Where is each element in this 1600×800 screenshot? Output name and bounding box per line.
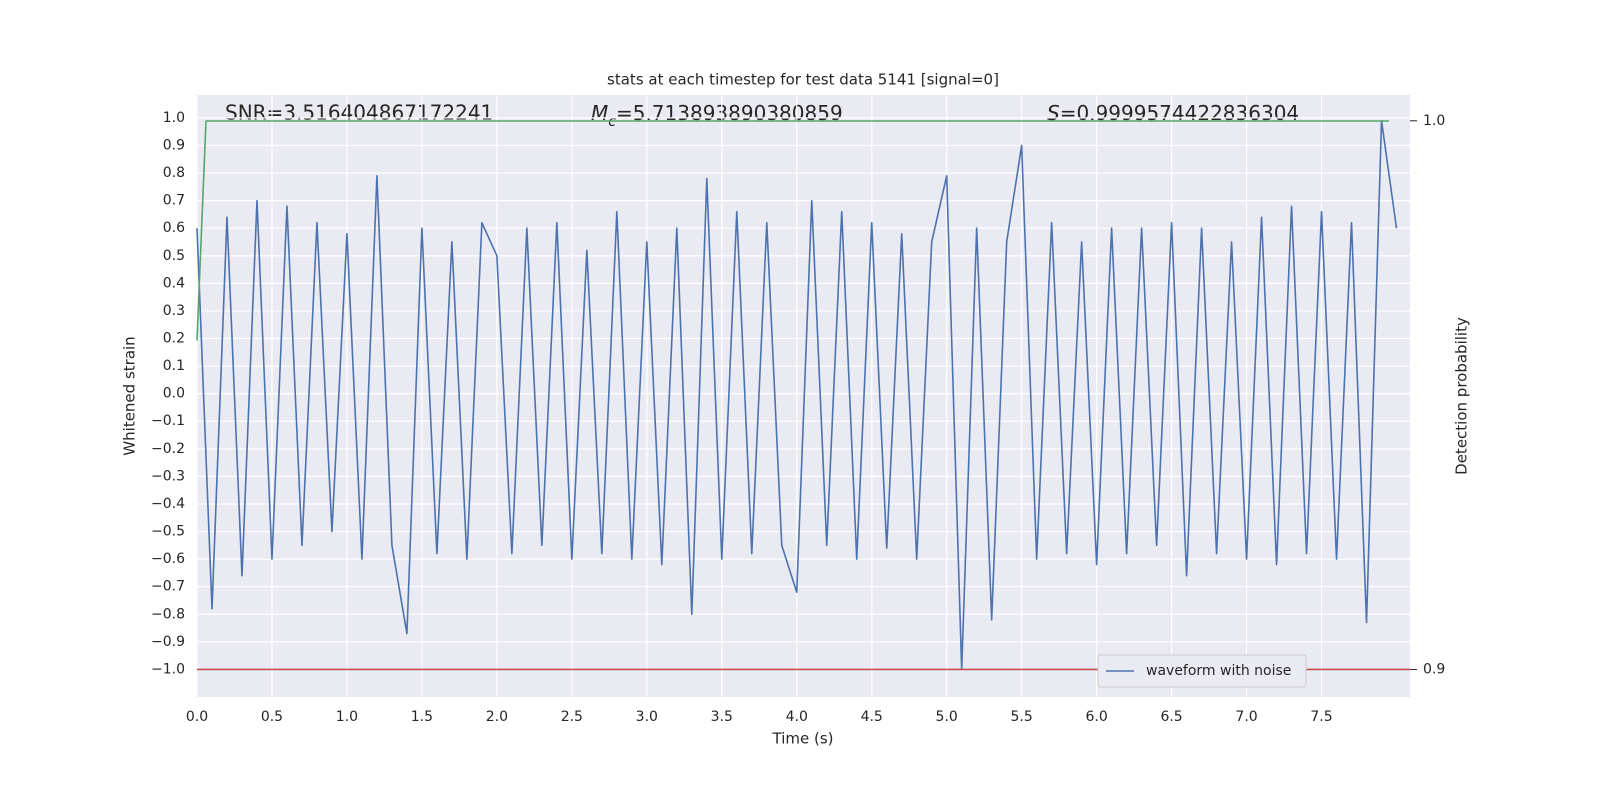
y-tick-label: 0.7 <box>163 193 185 209</box>
y2-tick-label: 1.0 <box>1423 113 1445 129</box>
annotation-symbol: M <box>591 101 608 125</box>
grid <box>196 95 1410 697</box>
y-tick-label: 0.8 <box>163 165 185 181</box>
y-tick-label: −0.1 <box>151 413 185 429</box>
y-tick-label: −0.4 <box>151 496 185 512</box>
y-tick-label: −0.3 <box>151 468 185 484</box>
y2-axis-label: Detection probability <box>1453 317 1471 475</box>
legend: waveform with noise <box>1097 654 1307 688</box>
y-tick-label: −0.9 <box>151 634 185 650</box>
y-tick-label: 0.1 <box>163 358 185 374</box>
x-tick-label: 3.5 <box>711 709 733 725</box>
y-tick-label: −0.5 <box>151 524 185 540</box>
legend-label: waveform with noise <box>1146 663 1291 679</box>
y-tick-label: 0.2 <box>163 331 185 347</box>
y-axis-label: Whitened strain <box>121 336 139 455</box>
y-tick-label: −0.6 <box>151 551 185 567</box>
y-tick-label: −0.2 <box>151 441 185 457</box>
legend-box <box>1097 654 1307 688</box>
y2-tick-label: 0.9 <box>1423 662 1445 678</box>
y-tick-label: 0.4 <box>163 275 185 291</box>
x-tick-label: 1.5 <box>411 709 433 725</box>
x-tick-label: 1.0 <box>336 709 358 725</box>
annotation-symbol: S <box>1047 101 1060 125</box>
series-line <box>196 120 1390 341</box>
y-tick-label: 0.6 <box>163 220 185 236</box>
x-tick-label: 6.5 <box>1160 709 1182 725</box>
y-tick-label: −1.0 <box>151 661 185 677</box>
y-tick-label: 0.9 <box>163 137 185 153</box>
x-tick-label: 6.0 <box>1085 709 1107 725</box>
y-tick-label: 0.0 <box>163 386 185 402</box>
y-tick-label: −0.7 <box>151 579 185 595</box>
annotation-subscript: c <box>608 114 616 130</box>
x-tick-label: 0.5 <box>261 709 283 725</box>
y-tick-label: 0.3 <box>163 303 185 319</box>
x-axis-label: Time (s) <box>772 730 834 748</box>
x-tick-label: 2.0 <box>486 709 508 725</box>
x-tick-label: 5.5 <box>1011 709 1033 725</box>
x-tick-label: 4.5 <box>861 709 883 725</box>
x-tick-label: 3.0 <box>636 709 658 725</box>
y-tick-label: 1.0 <box>163 110 185 126</box>
x-tick-label: 0.0 <box>186 709 208 725</box>
chart-title: stats at each timestep for test data 514… <box>607 71 999 89</box>
x-tick-label: 5.0 <box>936 709 958 725</box>
series-line <box>196 119 1398 671</box>
x-tick-label: 2.5 <box>561 709 583 725</box>
axes: 0.0 0.5 1.0 1.5 2.0 2.5 3.0 3.5 4.0 4.5 5.0 5.5 6.0 6… <box>151 110 1445 725</box>
y-tick-label: 0.5 <box>163 248 185 264</box>
x-tick-label: 7.0 <box>1235 709 1257 725</box>
x-tick-label: 7.5 <box>1310 709 1332 725</box>
y-tick-label: −0.8 <box>151 606 185 622</box>
x-tick-label: 4.0 <box>786 709 808 725</box>
